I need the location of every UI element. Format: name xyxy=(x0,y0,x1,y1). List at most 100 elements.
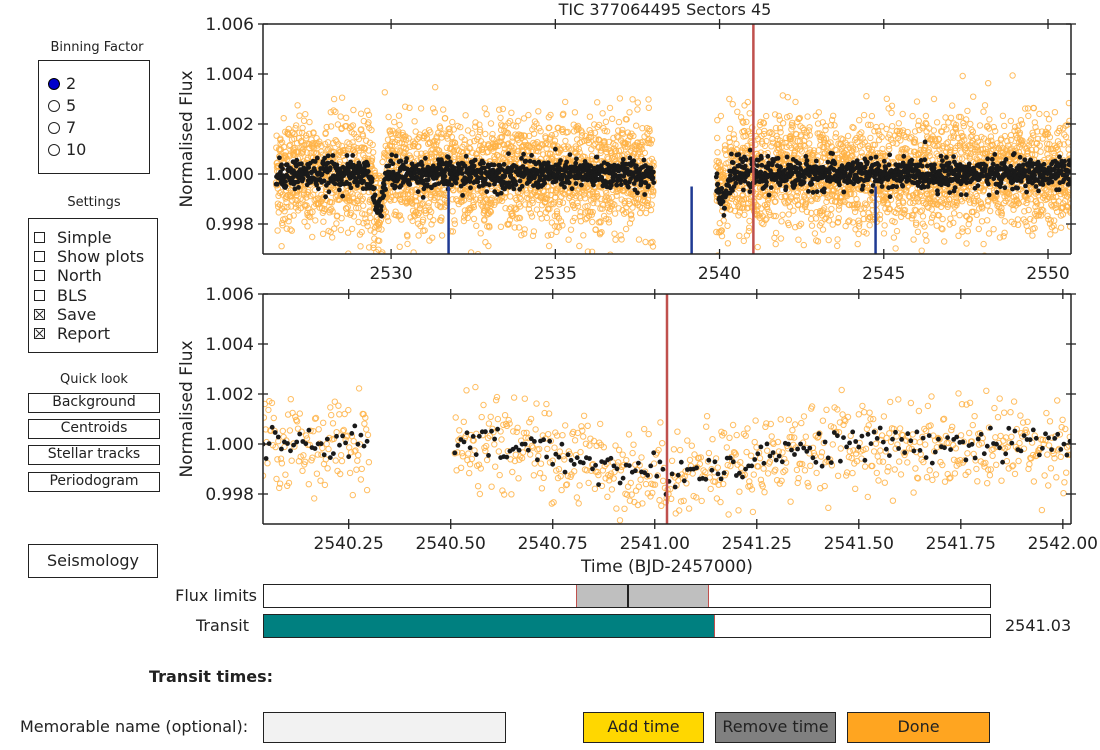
raw-flux-point xyxy=(343,210,351,217)
raw-flux-point xyxy=(498,133,506,141)
raw-flux-point xyxy=(930,127,937,134)
raw-flux-point xyxy=(425,199,432,207)
raw-flux-point xyxy=(602,118,610,126)
raw-flux-point xyxy=(552,131,559,138)
raw-flux-point xyxy=(535,108,542,115)
raw-flux-point xyxy=(314,142,321,149)
raw-flux-point xyxy=(1007,117,1014,125)
raw-flux-point xyxy=(515,117,522,125)
raw-flux-point xyxy=(777,235,785,242)
raw-flux-point xyxy=(299,124,306,132)
raw-flux-point xyxy=(918,247,925,254)
raw-flux-point xyxy=(355,135,362,143)
raw-flux-point xyxy=(890,234,898,241)
raw-flux-point xyxy=(975,225,982,233)
binning-option-7[interactable]: 7 xyxy=(48,118,76,137)
raw-flux-point xyxy=(893,227,901,235)
raw-flux-point xyxy=(499,105,507,113)
raw-flux-point xyxy=(357,243,364,250)
raw-flux-point xyxy=(287,226,294,233)
raw-flux-point xyxy=(516,214,524,222)
setting-bls[interactable]: BLS xyxy=(34,286,87,305)
raw-flux-point xyxy=(476,128,483,136)
raw-flux-point xyxy=(510,122,517,129)
raw-flux-point xyxy=(539,187,547,194)
raw-flux-point xyxy=(776,116,783,123)
binning-option-5[interactable]: 5 xyxy=(48,96,76,115)
raw-flux-point xyxy=(330,107,337,114)
raw-flux-point xyxy=(284,203,291,211)
raw-flux-point xyxy=(922,231,929,239)
raw-flux-point xyxy=(779,120,787,127)
periodogram-button[interactable]: Periodogram xyxy=(28,472,160,492)
checkbox-icon xyxy=(34,232,45,243)
raw-flux-point xyxy=(383,213,391,221)
raw-flux-point xyxy=(754,243,761,251)
raw-flux-point xyxy=(338,94,346,101)
raw-flux-point xyxy=(963,116,970,123)
stellar-tracks-button[interactable]: Stellar tracks xyxy=(28,445,160,465)
raw-flux-point xyxy=(404,240,411,248)
raw-flux-point xyxy=(332,108,339,116)
raw-flux-point xyxy=(300,117,308,125)
raw-flux-point xyxy=(305,213,313,220)
setting-save[interactable]: Save xyxy=(34,305,96,324)
raw-flux-point xyxy=(284,130,292,137)
raw-flux-point xyxy=(350,146,357,153)
raw-flux-point xyxy=(451,217,458,224)
raw-flux-point xyxy=(467,193,474,200)
raw-flux-point xyxy=(647,206,655,214)
binning-option-2[interactable]: 2 xyxy=(48,74,76,93)
seismology-button[interactable]: Seismology xyxy=(28,544,158,578)
raw-flux-point xyxy=(385,217,392,225)
raw-flux-point xyxy=(804,113,811,120)
raw-flux-point xyxy=(741,102,748,109)
raw-flux-point xyxy=(395,128,402,135)
raw-flux-point xyxy=(634,106,641,113)
raw-flux-point xyxy=(819,263,824,268)
raw-flux-point xyxy=(364,107,371,115)
setting-show-plots[interactable]: Show plots xyxy=(34,247,144,266)
raw-flux-point xyxy=(822,122,829,130)
raw-flux-point xyxy=(352,204,360,212)
raw-flux-point xyxy=(332,137,339,144)
background-button[interactable]: Background xyxy=(28,393,160,413)
raw-flux-point xyxy=(736,232,743,240)
raw-flux-point xyxy=(367,214,374,222)
raw-flux-point xyxy=(933,119,941,126)
raw-flux-point xyxy=(378,226,385,233)
raw-flux-point xyxy=(970,93,977,100)
raw-flux-point xyxy=(487,208,495,216)
raw-flux-point xyxy=(403,145,410,152)
binning-option-10[interactable]: 10 xyxy=(48,140,86,159)
raw-flux-point xyxy=(488,195,495,202)
raw-flux-point xyxy=(437,203,445,211)
setting-report[interactable]: Report xyxy=(34,324,110,343)
raw-flux-point xyxy=(337,113,344,120)
raw-flux-point xyxy=(446,125,453,132)
setting-label: BLS xyxy=(57,286,88,305)
centroids-button[interactable]: Centroids xyxy=(28,419,160,439)
raw-flux-point xyxy=(486,224,493,231)
raw-flux-point xyxy=(351,265,356,270)
setting-simple[interactable]: Simple xyxy=(34,228,112,247)
raw-flux-point xyxy=(449,228,457,235)
raw-flux-point xyxy=(724,240,732,247)
setting-north[interactable]: North xyxy=(34,266,102,285)
raw-flux-point xyxy=(488,135,496,142)
binning-option-label: 7 xyxy=(66,118,77,137)
raw-flux-point xyxy=(563,206,571,213)
raw-flux-point xyxy=(496,106,503,113)
raw-flux-point xyxy=(521,226,528,233)
raw-flux-point xyxy=(504,130,512,137)
raw-flux-point xyxy=(939,215,946,223)
raw-flux-point xyxy=(451,151,458,158)
raw-flux-point xyxy=(1025,112,1032,120)
raw-flux-point xyxy=(790,207,797,214)
raw-flux-point xyxy=(394,136,401,144)
radio-icon xyxy=(48,99,60,112)
raw-flux-point xyxy=(506,216,514,224)
raw-flux-point xyxy=(635,236,643,243)
raw-flux-point xyxy=(899,110,906,118)
raw-flux-point xyxy=(779,211,786,219)
